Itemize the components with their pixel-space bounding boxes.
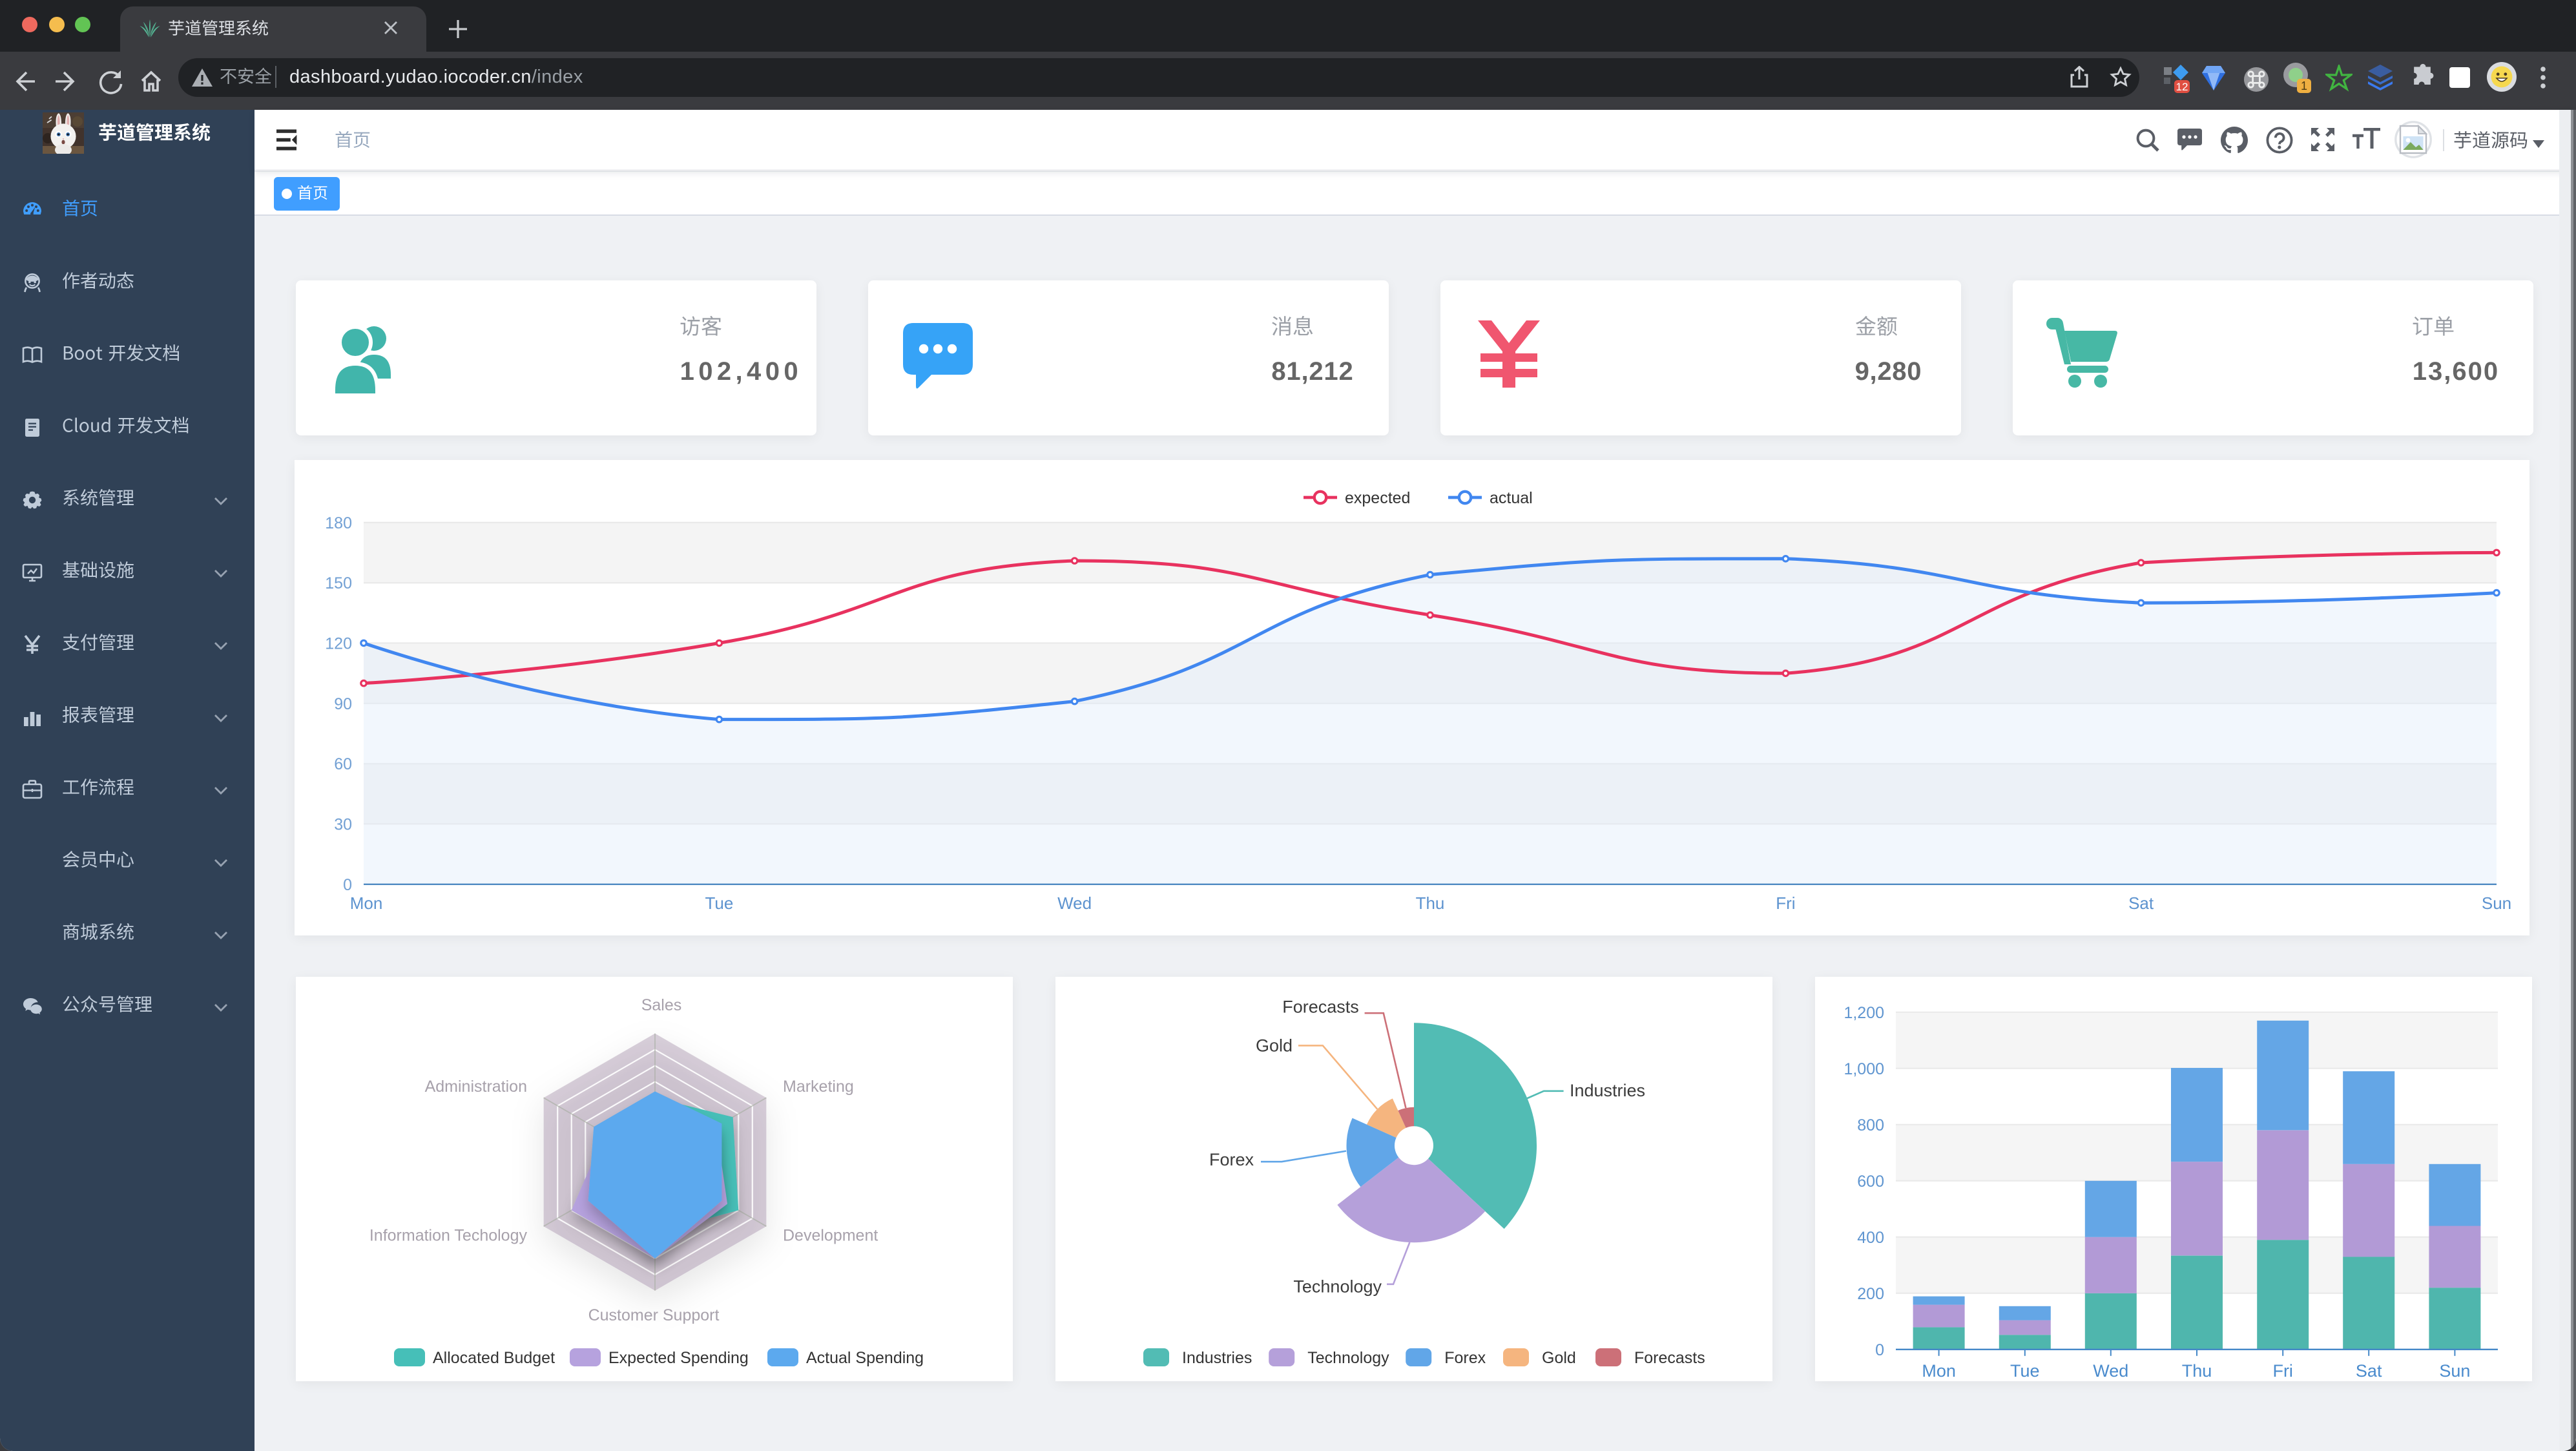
svg-text:800: 800 <box>1856 1116 1884 1134</box>
svg-text:Industries: Industries <box>1181 1348 1251 1366</box>
svg-text:Technology: Technology <box>1307 1348 1389 1366</box>
svg-text:Customer Support: Customer Support <box>588 1306 720 1324</box>
svg-text:1,200: 1,200 <box>1843 1003 1884 1021</box>
svg-text:180: 180 <box>324 514 351 532</box>
svg-text:Forecasts: Forecasts <box>1282 996 1358 1016</box>
svg-text:Forecasts: Forecasts <box>1634 1348 1705 1366</box>
svg-text:Marketing: Marketing <box>783 1077 854 1095</box>
svg-text:Sun: Sun <box>2438 1361 2469 1380</box>
svg-text:actual: actual <box>1489 489 1532 507</box>
svg-text:Administration: Administration <box>425 1077 527 1095</box>
svg-text:Wed: Wed <box>2092 1361 2128 1380</box>
svg-text:Tue: Tue <box>704 893 732 913</box>
svg-text:Sat: Sat <box>2355 1361 2382 1380</box>
svg-text:Mon: Mon <box>1921 1361 1955 1380</box>
svg-text:Gold: Gold <box>1255 1035 1292 1054</box>
svg-text:30: 30 <box>333 815 351 833</box>
svg-text:Forex: Forex <box>1209 1149 1254 1169</box>
svg-text:1,000: 1,000 <box>1843 1060 1884 1078</box>
svg-text:60: 60 <box>333 755 351 773</box>
svg-text:600: 600 <box>1856 1172 1884 1190</box>
svg-text:1: 1 <box>2301 79 2307 92</box>
svg-text:Sun: Sun <box>2481 893 2511 913</box>
svg-text:Fri: Fri <box>2272 1361 2292 1380</box>
svg-text:Forex: Forex <box>1444 1348 1485 1366</box>
svg-text:Tue: Tue <box>2010 1361 2039 1380</box>
svg-text:Fri: Fri <box>1775 893 1794 913</box>
svg-text:Gold: Gold <box>1541 1348 1575 1366</box>
svg-text:Expected Spending: Expected Spending <box>608 1348 749 1366</box>
svg-text:Technology: Technology <box>1293 1277 1381 1296</box>
svg-text:expected: expected <box>1344 489 1409 507</box>
svg-text:400: 400 <box>1856 1228 1884 1246</box>
svg-text:Information Techology: Information Techology <box>369 1226 528 1244</box>
svg-text:12: 12 <box>2176 81 2188 93</box>
svg-text:Development: Development <box>783 1226 878 1244</box>
svg-text:Thu: Thu <box>2181 1361 2212 1380</box>
svg-text:Wed: Wed <box>1057 893 1091 913</box>
svg-text:Mon: Mon <box>349 893 382 913</box>
svg-text:Sat: Sat <box>2128 893 2154 913</box>
svg-text:Thu: Thu <box>1415 893 1444 913</box>
svg-text:Industries: Industries <box>1569 1080 1645 1100</box>
svg-text:0: 0 <box>1875 1341 1884 1359</box>
svg-text:200: 200 <box>1856 1284 1884 1302</box>
svg-text:Actual Spending: Actual Spending <box>806 1348 924 1366</box>
svg-text:120: 120 <box>324 634 351 652</box>
svg-text:0: 0 <box>342 876 351 894</box>
svg-text:90: 90 <box>333 695 351 713</box>
svg-text:Sales: Sales <box>641 996 682 1014</box>
svg-text:Allocated Budget: Allocated Budget <box>433 1348 555 1366</box>
svg-text:150: 150 <box>324 574 351 592</box>
